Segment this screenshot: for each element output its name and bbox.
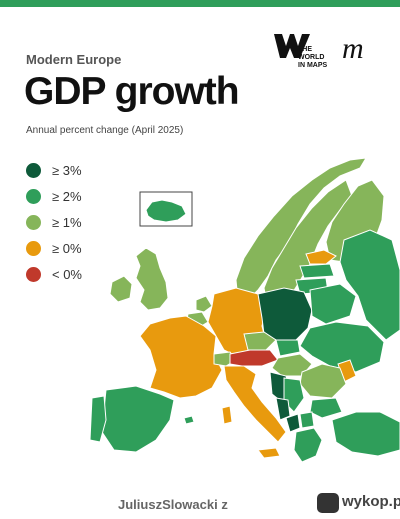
world-in-maps-logo: m: [274, 32, 364, 65]
country-sicily: [257, 447, 281, 459]
country-ukraine: [299, 321, 385, 373]
country-latvia: [299, 263, 335, 279]
country-france: [139, 315, 223, 399]
top-accent-bar: [0, 0, 400, 7]
country-united-kingdom: [135, 247, 169, 311]
country-slovakia: [275, 339, 301, 357]
country-greece: [293, 427, 323, 463]
legend-label: ≥ 3%: [52, 163, 82, 178]
legend-swatch: [26, 241, 41, 256]
legend-swatch: [26, 215, 41, 230]
country-russia: [339, 229, 400, 341]
legend-swatch: [26, 267, 41, 282]
legend-label: < 0%: [52, 267, 82, 282]
legend-label: ≥ 2%: [52, 189, 82, 204]
legend-label: ≥ 1%: [52, 215, 82, 230]
footer-bar: JuliuszSlowacki z wykop.pl: [0, 484, 400, 519]
map-description: Annual percent change (April 2025): [26, 125, 184, 136]
country-italy: [223, 365, 287, 443]
country-north-macedonia: [299, 411, 315, 429]
legend-swatch: [26, 163, 41, 178]
legend-label: ≥ 0%: [52, 241, 82, 256]
country-iceland: [145, 199, 187, 223]
country-bosnia: [275, 397, 291, 421]
country-turkey: [331, 411, 400, 457]
brand-script-letter: m: [342, 32, 364, 65]
brand-text: THE WORLD IN MAPS: [298, 46, 328, 69]
country-ireland: [109, 275, 133, 303]
iceland-inset-frame: [139, 191, 193, 227]
country-spain: [101, 385, 175, 453]
country-serbia: [283, 377, 305, 413]
europe-map: [89, 157, 400, 463]
wykop-logo-icon: [317, 493, 339, 513]
country-poland: [257, 287, 313, 341]
footer-username[interactable]: JuliuszSlowacki z: [118, 497, 228, 512]
country-estonia: [305, 249, 337, 265]
country-bulgaria: [309, 397, 343, 419]
country-portugal: [89, 395, 107, 443]
footer-site-name[interactable]: wykop.pl: [342, 493, 400, 510]
country-netherlands: [195, 295, 213, 313]
legend-swatch: [26, 189, 41, 204]
country-austria: [229, 349, 279, 367]
country-belarus: [309, 283, 357, 325]
country-czechia: [243, 331, 277, 351]
country-sardinia: [221, 405, 233, 425]
country-balearic-islands: [183, 415, 195, 425]
map-kicker: Modern Europe: [26, 52, 122, 67]
country-montenegro-albania: [285, 413, 301, 433]
map-title: GDP growth: [24, 70, 240, 113]
